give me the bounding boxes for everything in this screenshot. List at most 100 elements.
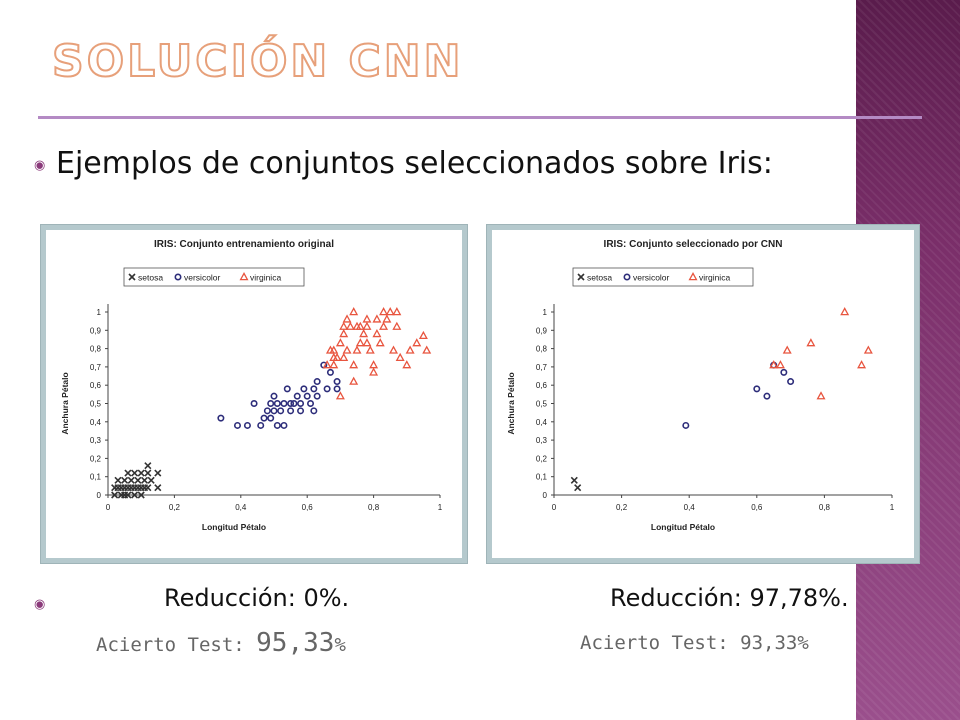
chart-title: IRIS: Conjunto entrenamiento original [154, 239, 334, 250]
versicolor-point [257, 421, 265, 429]
x-tick-label: 1 [890, 503, 895, 512]
versicolor-point [753, 385, 761, 393]
virginica-point [349, 307, 359, 316]
virginica-point [342, 345, 352, 354]
legend-label: setosa [587, 273, 612, 283]
setosa-point [154, 484, 162, 492]
versicolor-point [243, 421, 251, 429]
virginica-point [418, 330, 428, 340]
setosa-point [121, 476, 129, 484]
x-axis-label: Longitud Pétalo [202, 522, 266, 532]
setosa-point-stroke [137, 469, 145, 477]
versicolor-point [233, 421, 241, 429]
versicolor-point [280, 421, 288, 429]
virginica-point [339, 329, 349, 338]
legend-label: versicolor [184, 273, 221, 283]
virginica-point [335, 391, 345, 400]
setosa-series [111, 462, 162, 499]
virginica-point [840, 307, 850, 316]
setosa-point [154, 469, 162, 477]
legend-label: virginica [699, 273, 730, 283]
setosa-point-stroke [121, 491, 129, 499]
y-tick-label: 0,4 [90, 418, 102, 427]
versicolor-series [217, 361, 341, 429]
setosa-series [570, 476, 582, 492]
accuracy-left: Acierto Test: 95,33% [96, 628, 346, 658]
y-tick-label: 0,3 [90, 436, 102, 445]
setosa-point [130, 491, 139, 499]
virginica-point [392, 307, 402, 316]
virginica-point [857, 360, 867, 369]
setosa-point [130, 469, 139, 477]
y-axis-label: Anchura Pétalo [506, 372, 516, 434]
virginica-point [365, 345, 375, 354]
x-tick-label: 0,8 [368, 503, 380, 512]
y-tick-label: 0,9 [536, 326, 548, 335]
versicolor-point [763, 392, 771, 400]
versicolor-point [333, 378, 341, 386]
x-tick-label: 0 [552, 503, 557, 512]
setosa-point-stroke [121, 476, 129, 484]
versicolor-point [217, 414, 225, 422]
virginica-point [359, 329, 369, 338]
y-tick-label: 0,8 [536, 345, 548, 354]
setosa-point-stroke [114, 476, 122, 484]
versicolor-point [293, 392, 301, 400]
versicolor-point [273, 400, 281, 408]
x-tick-label: 0,6 [302, 503, 314, 512]
versicolor-point [267, 414, 275, 422]
setosa-point-stroke [577, 273, 585, 281]
setosa-point-stroke [130, 491, 139, 499]
y-tick-label: 0,3 [536, 436, 548, 445]
versicolor-point [283, 385, 291, 393]
setosa-point [574, 484, 582, 492]
virginica-point [782, 345, 792, 354]
setosa-point [577, 273, 585, 281]
versicolor-point [333, 385, 341, 393]
x-tick-label: 0 [106, 503, 111, 512]
y-tick-label: 0,6 [90, 381, 102, 390]
versicolor-point [267, 400, 275, 408]
legend-label: virginica [250, 273, 281, 283]
chart-title: IRIS: Conjunto seleccionado por CNN [604, 239, 783, 250]
title-underline [38, 116, 922, 119]
versicolor-point [297, 400, 305, 408]
x-tick-label: 0,8 [819, 503, 831, 512]
setosa-point [124, 469, 132, 477]
versicolor-point [287, 400, 295, 408]
bullet-icon: ◉ [34, 158, 46, 173]
setosa-point [121, 491, 129, 499]
virginica-point [349, 360, 359, 369]
virginica-point [335, 338, 345, 347]
virginica-point [369, 367, 379, 376]
versicolor-point [682, 421, 690, 429]
virginica-point [405, 345, 415, 354]
x-tick-label: 0,4 [684, 503, 696, 512]
versicolor-point [273, 421, 281, 429]
legend-box [123, 267, 305, 287]
virginica-point [329, 360, 339, 369]
versicolor-point [307, 400, 315, 408]
virginica-point [239, 272, 249, 281]
scatter-chart-cnn: IRIS: Conjunto seleccionado por CNN setos… [492, 230, 914, 558]
setosa-point [137, 491, 145, 499]
setosa-point-stroke [140, 476, 149, 484]
reduction-left: Reducción: 0%. [164, 584, 350, 612]
setosa-point-stroke [130, 469, 139, 477]
versicolor-point [326, 368, 334, 376]
y-tick-label: 0,1 [536, 473, 548, 482]
virginica-point [392, 321, 402, 330]
legend-label: versicolor [633, 273, 670, 283]
versicolor-point [780, 368, 788, 376]
virginica-point [769, 360, 779, 369]
virginica-point [322, 360, 332, 369]
setosa-point-stroke [137, 491, 145, 499]
chart-panel-cnn: IRIS: Conjunto seleccionado por CNN setos… [486, 224, 920, 564]
virginica-point [329, 352, 339, 362]
versicolor-point [313, 392, 321, 400]
chart-legend: setosa versicolor virginica [123, 267, 305, 287]
setosa-point [144, 469, 152, 477]
versicolor-point [250, 400, 258, 408]
virginica-point [372, 329, 382, 338]
setosa-point-stroke [134, 476, 142, 484]
